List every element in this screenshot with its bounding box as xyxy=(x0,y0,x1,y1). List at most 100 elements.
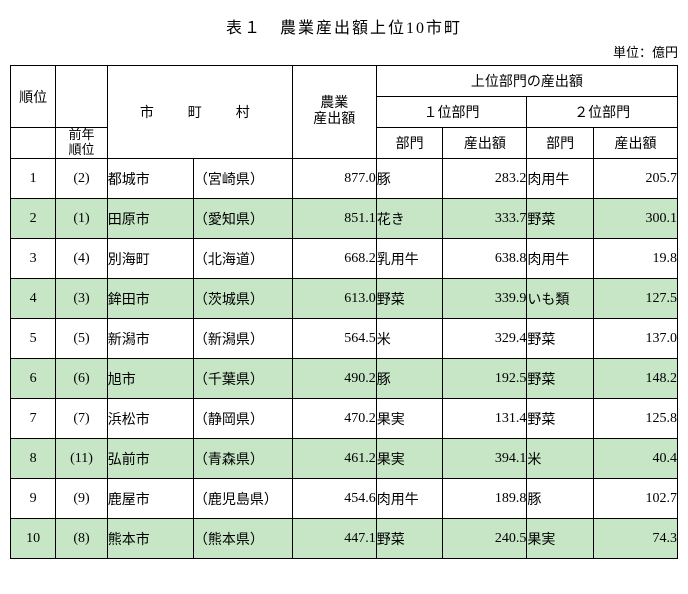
hdr-sector2: ２位部門 xyxy=(527,97,678,128)
cell-city: 熊本市 xyxy=(107,519,193,559)
cell-pref: （千葉県） xyxy=(193,359,292,399)
cell-output: 613.0 xyxy=(292,279,376,319)
unit-label: 単位：億円 xyxy=(0,42,688,65)
cell-s2: 米 xyxy=(527,439,594,479)
cell-prev: (4) xyxy=(56,239,108,279)
hdr-s2-value: 産出額 xyxy=(594,128,678,159)
cell-output: 454.6 xyxy=(292,479,376,519)
table-row: 7 (7) 浜松市 （静岡県） 470.2 果実 131.4 野菜 125.8 xyxy=(11,399,678,439)
hdr-prev-l1: 前年 xyxy=(68,127,94,142)
cell-pref: （宮崎県） xyxy=(193,159,292,199)
cell-rank: 10 xyxy=(11,519,56,559)
cell-pref: （茨城県） xyxy=(193,279,292,319)
table-header: 順位 市 町 村 農業産出額 上位部門の産出額 １位部門 ２位部門 前年順位 部… xyxy=(11,66,678,159)
cell-pref: （鹿児島県） xyxy=(193,479,292,519)
cell-v1: 283.2 xyxy=(443,159,527,199)
cell-rank: 8 xyxy=(11,439,56,479)
cell-s2: 肉用牛 xyxy=(527,159,594,199)
cell-city: 鹿屋市 xyxy=(107,479,193,519)
hdr-s1-sector: 部門 xyxy=(376,128,443,159)
cell-s2: 肉用牛 xyxy=(527,239,594,279)
cell-prev: (2) xyxy=(56,159,108,199)
hdr-s1-value: 産出額 xyxy=(443,128,527,159)
cell-city: 都城市 xyxy=(107,159,193,199)
cell-s1: 野菜 xyxy=(376,519,443,559)
cell-s1: 果実 xyxy=(376,439,443,479)
cell-v1: 333.7 xyxy=(443,199,527,239)
cell-v1: 329.4 xyxy=(443,319,527,359)
hdr-prev-rank: 前年順位 xyxy=(56,128,108,159)
cell-v1: 240.5 xyxy=(443,519,527,559)
cell-s2: 果実 xyxy=(527,519,594,559)
cell-v2: 74.3 xyxy=(594,519,678,559)
hdr-municipality-label: 市 町 村 xyxy=(140,106,260,121)
cell-prev: (11) xyxy=(56,439,108,479)
table-row: 2 (1) 田原市 （愛知県） 851.1 花き 333.7 野菜 300.1 xyxy=(11,199,678,239)
cell-s1: 豚 xyxy=(376,159,443,199)
cell-v1: 339.9 xyxy=(443,279,527,319)
table-row: 9 (9) 鹿屋市 （鹿児島県） 454.6 肉用牛 189.8 豚 102.7 xyxy=(11,479,678,519)
cell-output: 877.0 xyxy=(292,159,376,199)
table-title: 表１ 農業産出額上位10市町 xyxy=(0,0,688,42)
cell-s2: いも類 xyxy=(527,279,594,319)
cell-rank: 2 xyxy=(11,199,56,239)
hdr-output-l1: 農業 xyxy=(320,96,348,111)
cell-v1: 189.8 xyxy=(443,479,527,519)
cell-output: 564.5 xyxy=(292,319,376,359)
cell-city: 田原市 xyxy=(107,199,193,239)
cell-output: 490.2 xyxy=(292,359,376,399)
cell-output: 447.1 xyxy=(292,519,376,559)
hdr-municipality: 市 町 村 xyxy=(107,66,292,159)
cell-v1: 131.4 xyxy=(443,399,527,439)
hdr-top-sectors: 上位部門の産出額 xyxy=(376,66,677,97)
cell-s1: 肉用牛 xyxy=(376,479,443,519)
cell-pref: （静岡県） xyxy=(193,399,292,439)
cell-city: 別海町 xyxy=(107,239,193,279)
cell-output: 668.2 xyxy=(292,239,376,279)
cell-v2: 19.8 xyxy=(594,239,678,279)
table-row: 10 (8) 熊本市 （熊本県） 447.1 野菜 240.5 果実 74.3 xyxy=(11,519,678,559)
cell-v2: 102.7 xyxy=(594,479,678,519)
table-row: 3 (4) 別海町 （北海道） 668.2 乳用牛 638.8 肉用牛 19.8 xyxy=(11,239,678,279)
cell-output: 461.2 xyxy=(292,439,376,479)
table-row: 8 (11) 弘前市 （青森県） 461.2 果実 394.1 米 40.4 xyxy=(11,439,678,479)
cell-rank: 6 xyxy=(11,359,56,399)
table-row: 1 (2) 都城市 （宮崎県） 877.0 豚 283.2 肉用牛 205.7 xyxy=(11,159,678,199)
cell-pref: （愛知県） xyxy=(193,199,292,239)
cell-prev: (5) xyxy=(56,319,108,359)
hdr-rank: 順位 xyxy=(11,66,56,128)
hdr-rank-pad xyxy=(11,128,56,159)
cell-prev: (3) xyxy=(56,279,108,319)
cell-v1: 638.8 xyxy=(443,239,527,279)
cell-s2: 野菜 xyxy=(527,199,594,239)
cell-s1: 米 xyxy=(376,319,443,359)
cell-v1: 192.5 xyxy=(443,359,527,399)
table-row: 6 (6) 旭市 （千葉県） 490.2 豚 192.5 野菜 148.2 xyxy=(11,359,678,399)
cell-output: 470.2 xyxy=(292,399,376,439)
cell-s1: 野菜 xyxy=(376,279,443,319)
cell-city: 新潟市 xyxy=(107,319,193,359)
cell-prev: (8) xyxy=(56,519,108,559)
cell-prev: (1) xyxy=(56,199,108,239)
hdr-sector1: １位部門 xyxy=(376,97,527,128)
cell-city: 旭市 xyxy=(107,359,193,399)
cell-v2: 300.1 xyxy=(594,199,678,239)
cell-s2: 野菜 xyxy=(527,399,594,439)
cell-prev: (7) xyxy=(56,399,108,439)
cell-s1: 豚 xyxy=(376,359,443,399)
cell-city: 浜松市 xyxy=(107,399,193,439)
cell-v2: 205.7 xyxy=(594,159,678,199)
cell-v2: 148.2 xyxy=(594,359,678,399)
hdr-output-l2: 産出額 xyxy=(313,112,355,127)
cell-s2: 野菜 xyxy=(527,319,594,359)
cell-v2: 40.4 xyxy=(594,439,678,479)
cell-city: 鉾田市 xyxy=(107,279,193,319)
cell-pref: （青森県） xyxy=(193,439,292,479)
cell-s2: 野菜 xyxy=(527,359,594,399)
cell-pref: （北海道） xyxy=(193,239,292,279)
cell-rank: 3 xyxy=(11,239,56,279)
cell-rank: 1 xyxy=(11,159,56,199)
cell-s2: 豚 xyxy=(527,479,594,519)
table-row: 5 (5) 新潟市 （新潟県） 564.5 米 329.4 野菜 137.0 xyxy=(11,319,678,359)
cell-s1: 乳用牛 xyxy=(376,239,443,279)
